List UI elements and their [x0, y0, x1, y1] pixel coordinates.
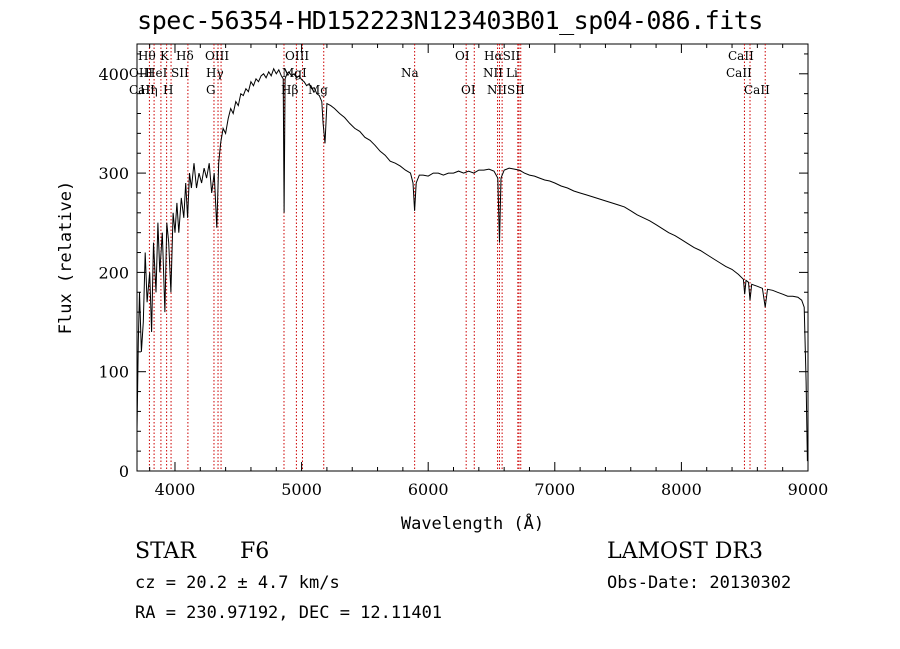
coordinates: RA = 230.97192, DEC = 12.11401 — [135, 603, 443, 623]
line-label: SII — [507, 83, 525, 97]
line-label: Na — [401, 66, 419, 80]
line-label: SII — [171, 66, 189, 80]
chart-title: spec-56354-HD152223N123403B01_sp04-086.f… — [137, 6, 763, 35]
line-label: HαSII — [484, 49, 521, 63]
line-label: Li — [506, 66, 518, 80]
object-class: STAR — [135, 539, 196, 564]
obs-date: Obs-Date: 20130302 — [607, 573, 792, 593]
y-tick-label: 200 — [98, 263, 129, 282]
x-tick-label: 5000 — [281, 480, 322, 499]
line-label: HeI — [145, 66, 168, 80]
line-label: CaII — [129, 83, 155, 97]
x-axis-label: Wavelength (Å) — [401, 512, 544, 534]
plot-frame — [136, 43, 809, 472]
y-tick-label: 300 — [98, 164, 129, 183]
line-label: MgI — [282, 66, 307, 80]
line-label: NII — [487, 83, 507, 97]
x-tick-label: 6000 — [408, 480, 449, 499]
survey-name: LAMOST DR3 — [607, 539, 763, 564]
line-label: OI — [461, 83, 476, 97]
line-label: OIII — [205, 49, 229, 63]
line-label: CaII — [728, 49, 754, 63]
x-tick-label: 4000 — [155, 480, 196, 499]
line-label: Hδ — [176, 49, 194, 63]
line-label: OIII — [285, 49, 309, 63]
line-label: CaII — [744, 83, 770, 97]
y-tick-label: 400 — [98, 65, 129, 84]
line-label: NII — [483, 66, 503, 80]
redshift-text: cz = 20.2 ± 4.7 km/s — [135, 573, 340, 593]
line-label: OI — [455, 49, 470, 63]
line-label: Mg — [308, 83, 328, 97]
y-tick-label: 0 — [119, 462, 129, 481]
x-tick-label: 8000 — [661, 480, 702, 499]
line-label: H — [163, 83, 173, 97]
line-label: Hη — [140, 83, 158, 97]
y-tick-label: 100 — [98, 363, 129, 382]
line-label: OIII — [129, 66, 153, 80]
spectrum-series-line — [136, 67, 808, 462]
y-axis-label: Flux (relative) — [56, 181, 76, 335]
line-label: CaII — [726, 66, 752, 80]
line-label: G — [206, 83, 216, 97]
x-tick-label: 7000 — [534, 480, 575, 499]
object-subclass: F6 — [240, 539, 270, 564]
line-label: K — [160, 49, 170, 63]
x-tick-label: 9000 — [788, 480, 829, 499]
line-label: Hγ — [206, 66, 224, 80]
line-label: Hθ — [138, 49, 156, 63]
